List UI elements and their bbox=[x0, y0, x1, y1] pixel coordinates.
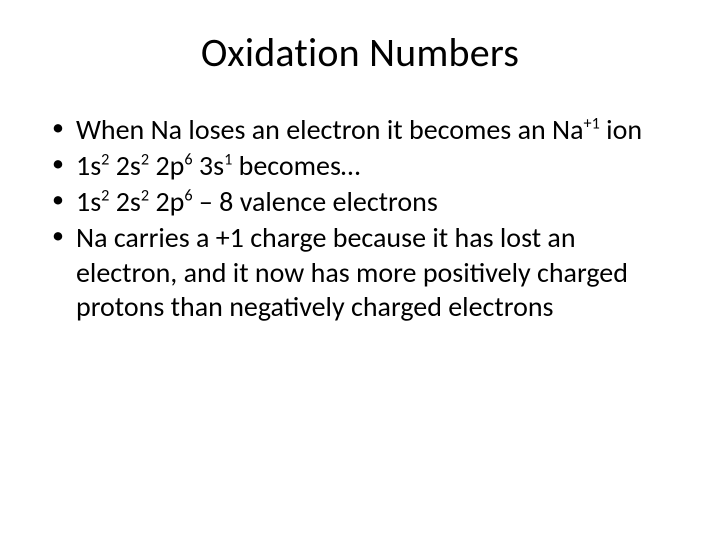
superscript: 2 bbox=[141, 187, 149, 206]
superscript: 6 bbox=[184, 187, 192, 206]
slide: Oxidation Numbers When Na loses an elect… bbox=[0, 0, 720, 540]
superscript: 2 bbox=[101, 151, 109, 170]
bullet-list: When Na loses an electron it becomes an … bbox=[48, 113, 672, 324]
slide-title: Oxidation Numbers bbox=[48, 28, 672, 77]
superscript: 1 bbox=[224, 151, 232, 170]
list-item: Na carries a +1 charge because it has lo… bbox=[48, 221, 672, 323]
superscript: +1 bbox=[584, 115, 600, 134]
superscript: 6 bbox=[184, 151, 192, 170]
list-item: When Na loses an electron it becomes an … bbox=[48, 113, 672, 147]
superscript: 2 bbox=[141, 151, 149, 170]
superscript: 2 bbox=[101, 187, 109, 206]
list-item: 1s2 2s2 2p6 3s1 becomes… bbox=[48, 149, 672, 183]
list-item: 1s2 2s2 2p6 – 8 valence electrons bbox=[48, 185, 672, 219]
